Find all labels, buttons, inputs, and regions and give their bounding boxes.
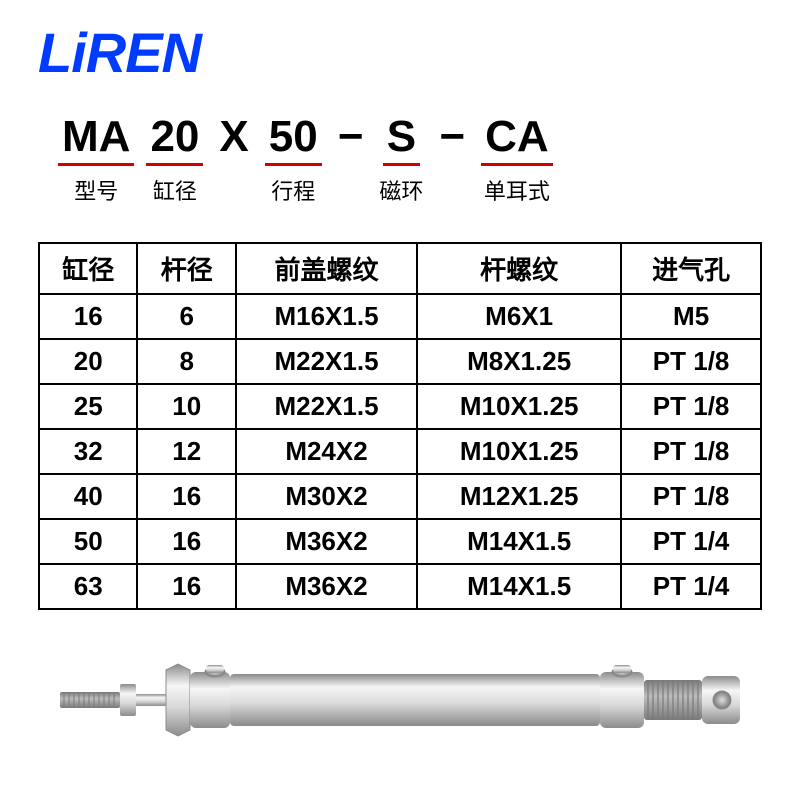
table-row: 5016M36X2M14X1.5PT 1/4: [39, 519, 761, 564]
table-cell: 63: [39, 564, 137, 609]
model-seg-value: 50: [265, 113, 322, 166]
table-row: 4016M30X2M12X1.25PT 1/8: [39, 474, 761, 519]
table-cell: M22X1.5: [236, 339, 417, 384]
model-seg-mount: CA 单耳式: [481, 113, 553, 206]
model-seg-label: 单耳式: [484, 174, 550, 206]
col-port: 进气孔: [621, 243, 761, 294]
spec-table: 缸径 杆径 前盖螺纹 杆螺纹 进气孔 166M16X1.5M6X1M5208M2…: [38, 242, 762, 610]
table-cell: M12X1.25: [417, 474, 621, 519]
table-row: 166M16X1.5M6X1M5: [39, 294, 761, 339]
model-seg-type: MA 型号: [58, 113, 134, 206]
table-row: 6316M36X2M14X1.5PT 1/4: [39, 564, 761, 609]
table-cell: 6: [137, 294, 235, 339]
table-cell: M36X2: [236, 564, 417, 609]
col-front: 前盖螺纹: [236, 243, 417, 294]
table-cell: PT 1/8: [621, 339, 761, 384]
col-rod: 杆径: [137, 243, 235, 294]
col-bore: 缸径: [39, 243, 137, 294]
model-seg-label: 型号: [74, 174, 118, 206]
model-separator: −: [435, 113, 469, 161]
table-cell: PT 1/8: [621, 474, 761, 519]
table-row: 3212M24X2M10X1.25PT 1/8: [39, 429, 761, 474]
table-cell: M14X1.5: [417, 519, 621, 564]
model-seg-value: MA: [58, 113, 134, 166]
table-cell: M10X1.25: [417, 429, 621, 474]
table-cell: M24X2: [236, 429, 417, 474]
model-seg-value: S: [383, 113, 420, 166]
table-cell: M8X1.25: [417, 339, 621, 384]
model-seg-bore: 20 缸径: [146, 113, 203, 206]
table-cell: 32: [39, 429, 137, 474]
table-cell: PT 1/4: [621, 519, 761, 564]
table-cell: 16: [137, 519, 235, 564]
table-cell: M30X2: [236, 474, 417, 519]
table-cell: M6X1: [417, 294, 621, 339]
table-cell: M10X1.25: [417, 384, 621, 429]
brand-logo: LiREN: [38, 20, 762, 85]
table-cell: 16: [39, 294, 137, 339]
model-code-row: MA 型号 20 缸径 X 50 行程 − S 磁环 − CA 单耳式: [58, 113, 762, 206]
table-cell: 50: [39, 519, 137, 564]
model-seg-magnet: S 磁环: [379, 113, 423, 206]
table-cell: M5: [621, 294, 761, 339]
table-cell: 16: [137, 564, 235, 609]
table-cell: 16: [137, 474, 235, 519]
model-seg-value: 20: [146, 113, 203, 166]
col-rodthr: 杆螺纹: [417, 243, 621, 294]
table-cell: M14X1.5: [417, 564, 621, 609]
table-cell: PT 1/8: [621, 384, 761, 429]
table-cell: 10: [137, 384, 235, 429]
table-cell: M16X1.5: [236, 294, 417, 339]
table-row: 2510M22X1.5M10X1.25PT 1/8: [39, 384, 761, 429]
table-cell: 25: [39, 384, 137, 429]
table-cell: 12: [137, 429, 235, 474]
model-separator: X: [215, 113, 252, 161]
table-row: 208M22X1.5M8X1.25PT 1/8: [39, 339, 761, 384]
model-seg-label: 磁环: [379, 174, 423, 206]
table-cell: PT 1/8: [621, 429, 761, 474]
model-seg-stroke: 50 行程: [265, 113, 322, 206]
table-cell: 40: [39, 474, 137, 519]
cylinder-illustration: [38, 640, 762, 760]
model-seg-label: 缸径: [153, 174, 197, 206]
model-seg-value: CA: [481, 113, 553, 166]
table-cell: 8: [137, 339, 235, 384]
table-cell: PT 1/4: [621, 564, 761, 609]
table-cell: M36X2: [236, 519, 417, 564]
model-seg-label: 行程: [271, 174, 315, 206]
table-cell: M22X1.5: [236, 384, 417, 429]
table-body: 166M16X1.5M6X1M5208M22X1.5M8X1.25PT 1/82…: [39, 294, 761, 609]
model-separator: −: [334, 113, 368, 161]
table-cell: 20: [39, 339, 137, 384]
table-header-row: 缸径 杆径 前盖螺纹 杆螺纹 进气孔: [39, 243, 761, 294]
